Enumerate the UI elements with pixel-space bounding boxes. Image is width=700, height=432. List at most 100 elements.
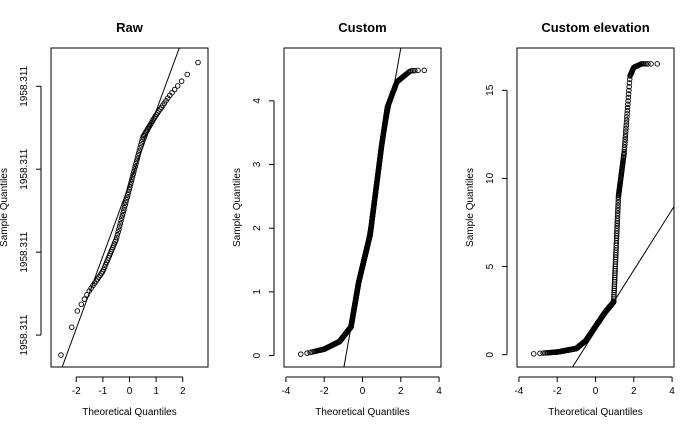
sample-point bbox=[654, 61, 661, 67]
sample-point bbox=[129, 174, 136, 180]
sample-point bbox=[133, 161, 139, 167]
sample-point bbox=[625, 98, 631, 104]
y-tick-label: 4 bbox=[252, 98, 263, 104]
sample-point bbox=[623, 117, 630, 123]
sample-point bbox=[78, 301, 85, 308]
sample-point bbox=[614, 210, 621, 216]
x-tick-label: -1 bbox=[98, 386, 107, 397]
sample-point bbox=[58, 352, 64, 358]
sample-point bbox=[123, 199, 129, 206]
sample-point bbox=[409, 68, 416, 74]
x-tick-label: -2 bbox=[72, 386, 81, 397]
sample-point bbox=[118, 218, 124, 224]
sample-points bbox=[297, 67, 428, 357]
sample-point bbox=[304, 350, 310, 356]
sample-point bbox=[614, 218, 621, 224]
sample-point bbox=[622, 134, 629, 140]
sample-point bbox=[127, 184, 133, 190]
sample-point bbox=[68, 324, 75, 330]
sample-point bbox=[540, 350, 546, 356]
sample-point bbox=[118, 215, 125, 221]
sample-point bbox=[171, 86, 178, 93]
sample-point bbox=[134, 155, 141, 162]
y-tick-label: 1 bbox=[252, 289, 263, 295]
sample-point bbox=[648, 61, 654, 67]
sample-point bbox=[621, 144, 628, 150]
sample-point bbox=[624, 111, 630, 117]
sample-point bbox=[642, 61, 649, 67]
y-tick-label: 1958.311 bbox=[19, 314, 30, 355]
x-tick-label: 4 bbox=[669, 386, 675, 397]
sample-point bbox=[297, 351, 304, 357]
plot-frame bbox=[50, 47, 209, 368]
plot-title: Custom elevation bbox=[541, 20, 649, 35]
sample-point bbox=[119, 212, 126, 219]
sample-points bbox=[58, 59, 201, 358]
sample-point bbox=[626, 87, 632, 94]
sample-point bbox=[615, 207, 621, 214]
sample-point bbox=[100, 266, 107, 273]
sample-point bbox=[121, 204, 128, 211]
sample-point bbox=[625, 94, 632, 101]
sample-point bbox=[307, 349, 313, 356]
sample-point bbox=[81, 296, 88, 302]
x-tick-label: -2 bbox=[320, 386, 329, 397]
sample-point bbox=[135, 153, 141, 159]
sample-point bbox=[129, 176, 135, 183]
x-axis-label: Theoretical Quantiles bbox=[82, 407, 177, 418]
sample-point bbox=[174, 83, 181, 89]
sample-point bbox=[125, 192, 131, 198]
plot-frame bbox=[283, 47, 442, 368]
sample-point bbox=[614, 220, 620, 227]
sample-points bbox=[530, 61, 661, 357]
sample-point bbox=[645, 61, 651, 67]
sample-point bbox=[412, 67, 418, 74]
sample-point bbox=[131, 166, 138, 172]
y-tick-label: 0 bbox=[485, 351, 496, 357]
sample-point bbox=[74, 308, 81, 314]
sample-point bbox=[622, 131, 629, 137]
y-tick-label: 1958.311 bbox=[19, 65, 30, 106]
y-tick-label: 10 bbox=[485, 172, 496, 184]
sample-point bbox=[623, 125, 629, 132]
x-axis-label: Theoretical Quantiles bbox=[548, 407, 643, 418]
plot-title: Raw bbox=[116, 20, 144, 35]
y-axis-label: Sample Quantiles bbox=[465, 168, 476, 247]
sample-point bbox=[421, 67, 428, 74]
sample-point bbox=[132, 163, 138, 170]
sample-point bbox=[615, 199, 621, 206]
sample-point bbox=[124, 194, 130, 201]
sample-point bbox=[625, 101, 631, 108]
sample-point bbox=[415, 67, 421, 74]
x-tick-label: 0 bbox=[360, 386, 366, 397]
qq-reference-line bbox=[61, 48, 180, 367]
sample-point bbox=[641, 61, 647, 67]
qq-reference-line bbox=[572, 206, 674, 367]
plot-title: Custom bbox=[338, 20, 386, 35]
custom-elevation-qq-panel: Custom elevation -4 -2 0 2 4 Theoretical Quant… bbox=[465, 20, 675, 418]
x-axis-label: Theoretical Quantiles bbox=[315, 407, 410, 418]
sample-point bbox=[622, 141, 628, 148]
sample-point bbox=[123, 197, 130, 203]
x-tick-label: 0 bbox=[593, 386, 599, 397]
sample-point bbox=[624, 107, 631, 114]
sample-point bbox=[117, 220, 124, 227]
sample-point bbox=[114, 231, 121, 238]
sample-point bbox=[623, 120, 630, 126]
y-axis-label: Sample Quantiles bbox=[232, 168, 243, 247]
sample-point bbox=[625, 91, 632, 97]
sample-point bbox=[626, 84, 632, 90]
sample-point bbox=[623, 128, 629, 135]
sample-point bbox=[195, 59, 201, 66]
sample-point bbox=[128, 179, 134, 185]
sample-point bbox=[614, 213, 621, 219]
custom-qq-panel: Custom -4 -2 0 2 4 Theoretical Quantiles 0 1 2 3 4 S… bbox=[232, 20, 442, 418]
sample-point bbox=[537, 350, 543, 357]
sample-point bbox=[408, 68, 414, 74]
sample-point bbox=[622, 139, 628, 145]
sample-point bbox=[178, 78, 185, 84]
y-tick-label: 15 bbox=[485, 84, 496, 96]
y-tick-label: 3 bbox=[252, 161, 263, 167]
y-tick-label: 0 bbox=[252, 352, 263, 358]
